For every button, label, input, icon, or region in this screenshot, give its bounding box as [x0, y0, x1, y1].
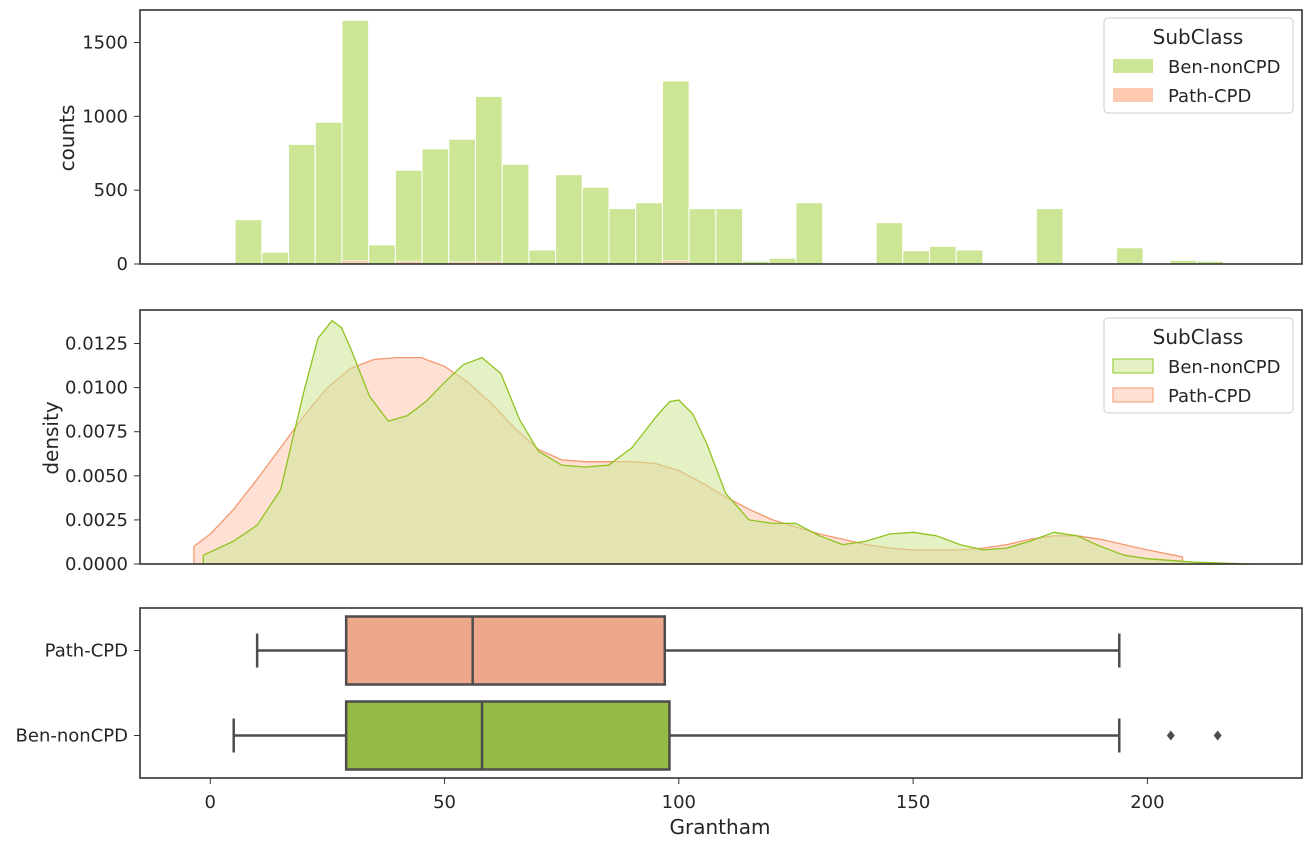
legend-label-path-cpd: Path-CPD	[1168, 386, 1251, 407]
box-path-cpd	[344, 615, 667, 686]
density-ylabel: density	[39, 401, 63, 474]
histogram-bar-ben-noncpd	[501, 163, 530, 265]
legend-swatch-path-cpd	[1112, 387, 1154, 403]
density-curve-ben-noncpd	[202, 319, 1252, 565]
histogram-bar-ben-noncpd	[234, 219, 263, 265]
legend-swatch-ben-noncpd	[1113, 59, 1153, 73]
legend-swatch-ben-noncpd	[1112, 358, 1154, 374]
histogram-bar-ben-noncpd	[394, 169, 423, 265]
outlier-point	[1213, 730, 1222, 741]
y-tick-label: 0.0125	[65, 334, 128, 355]
category-label: Ben-nonCPD	[16, 726, 128, 747]
box-ben-noncpd	[344, 700, 671, 771]
boxplot-panel: Path-CPD Ben-nonCPD	[16, 607, 1303, 779]
y-tick-label: 0	[117, 254, 128, 275]
histogram-bar-ben-noncpd	[1115, 247, 1144, 265]
y-tick-label: 1000	[82, 106, 128, 127]
histogram-bar-ben-noncpd	[288, 143, 316, 265]
shared-x-axis: 0 50 100 150 200	[205, 778, 1165, 813]
y-tick-label: 0.0025	[65, 510, 128, 531]
y-tick-label: 0.0000	[65, 554, 128, 575]
histogram-bar-ben-noncpd	[555, 174, 583, 265]
histogram-bar-ben-noncpd	[314, 121, 343, 265]
histogram-bar-ben-noncpd	[902, 250, 931, 265]
histogram-bar-ben-noncpd	[341, 19, 370, 265]
legend-title: SubClass	[1153, 325, 1244, 349]
category-label: Path-CPD	[45, 641, 128, 662]
histogram-bar-ben-noncpd	[608, 208, 637, 265]
histogram-bar-ben-noncpd	[474, 95, 503, 265]
x-tick-label: 100	[662, 792, 696, 813]
outlier-point	[1166, 730, 1175, 741]
histogram-bar-ben-noncpd	[635, 202, 663, 265]
x-tick-label: 50	[433, 792, 456, 813]
y-tick-label: 500	[94, 180, 128, 201]
legend-title: SubClass	[1153, 25, 1244, 49]
histogram-bar-ben-noncpd	[768, 257, 797, 265]
axes-frame	[139, 309, 1303, 565]
histogram-legend: SubClass Ben-nonCPD Path-CPD	[1103, 17, 1294, 114]
histogram-bar-ben-noncpd	[421, 148, 450, 265]
x-tick-label: 0	[205, 792, 216, 813]
histogram-bar-ben-noncpd	[528, 249, 557, 265]
axes-frame	[139, 607, 1303, 779]
histogram-bar-ben-noncpd	[448, 138, 476, 265]
histogram-ylabel: counts	[55, 105, 79, 172]
histogram-bar-ben-noncpd	[929, 245, 957, 265]
x-axis-title: Grantham	[670, 815, 771, 839]
legend-label-ben-noncpd: Ben-nonCPD	[1168, 357, 1280, 378]
y-tick-label: 0.0075	[65, 422, 128, 443]
x-tick-label: 150	[896, 792, 930, 813]
axes-frame	[139, 9, 1303, 265]
histogram-bar-ben-noncpd	[661, 80, 690, 265]
histogram-bar-ben-noncpd	[581, 186, 610, 265]
y-tick-label: 0.0100	[65, 378, 128, 399]
density-legend: SubClass Ben-nonCPD Path-CPD	[1103, 317, 1294, 414]
histogram-bar-ben-noncpd	[368, 244, 396, 265]
histogram-bar-ben-noncpd	[688, 208, 717, 265]
y-tick-label: 1500	[82, 32, 128, 53]
histogram-panel: 0 500 1000 1500	[82, 9, 1303, 275]
x-tick-label: 200	[1130, 792, 1164, 813]
histogram-bar-ben-noncpd	[875, 222, 904, 265]
histogram-bar-ben-noncpd	[261, 251, 290, 265]
legend-swatch-path-cpd	[1113, 88, 1153, 102]
histogram-bar-ben-noncpd	[955, 249, 984, 265]
histogram-bar-ben-noncpd	[1035, 208, 1064, 265]
histogram-bar-ben-noncpd	[715, 208, 744, 265]
density-panel: 0.0000 0.0025 0.0050 0.0075 0.0100 0.0125	[65, 309, 1303, 575]
histogram-bar-ben-noncpd	[795, 202, 824, 265]
legend-label-path-cpd: Path-CPD	[1168, 86, 1251, 107]
legend-label-ben-noncpd: Ben-nonCPD	[1168, 57, 1280, 78]
y-tick-label: 0.0050	[65, 466, 128, 487]
